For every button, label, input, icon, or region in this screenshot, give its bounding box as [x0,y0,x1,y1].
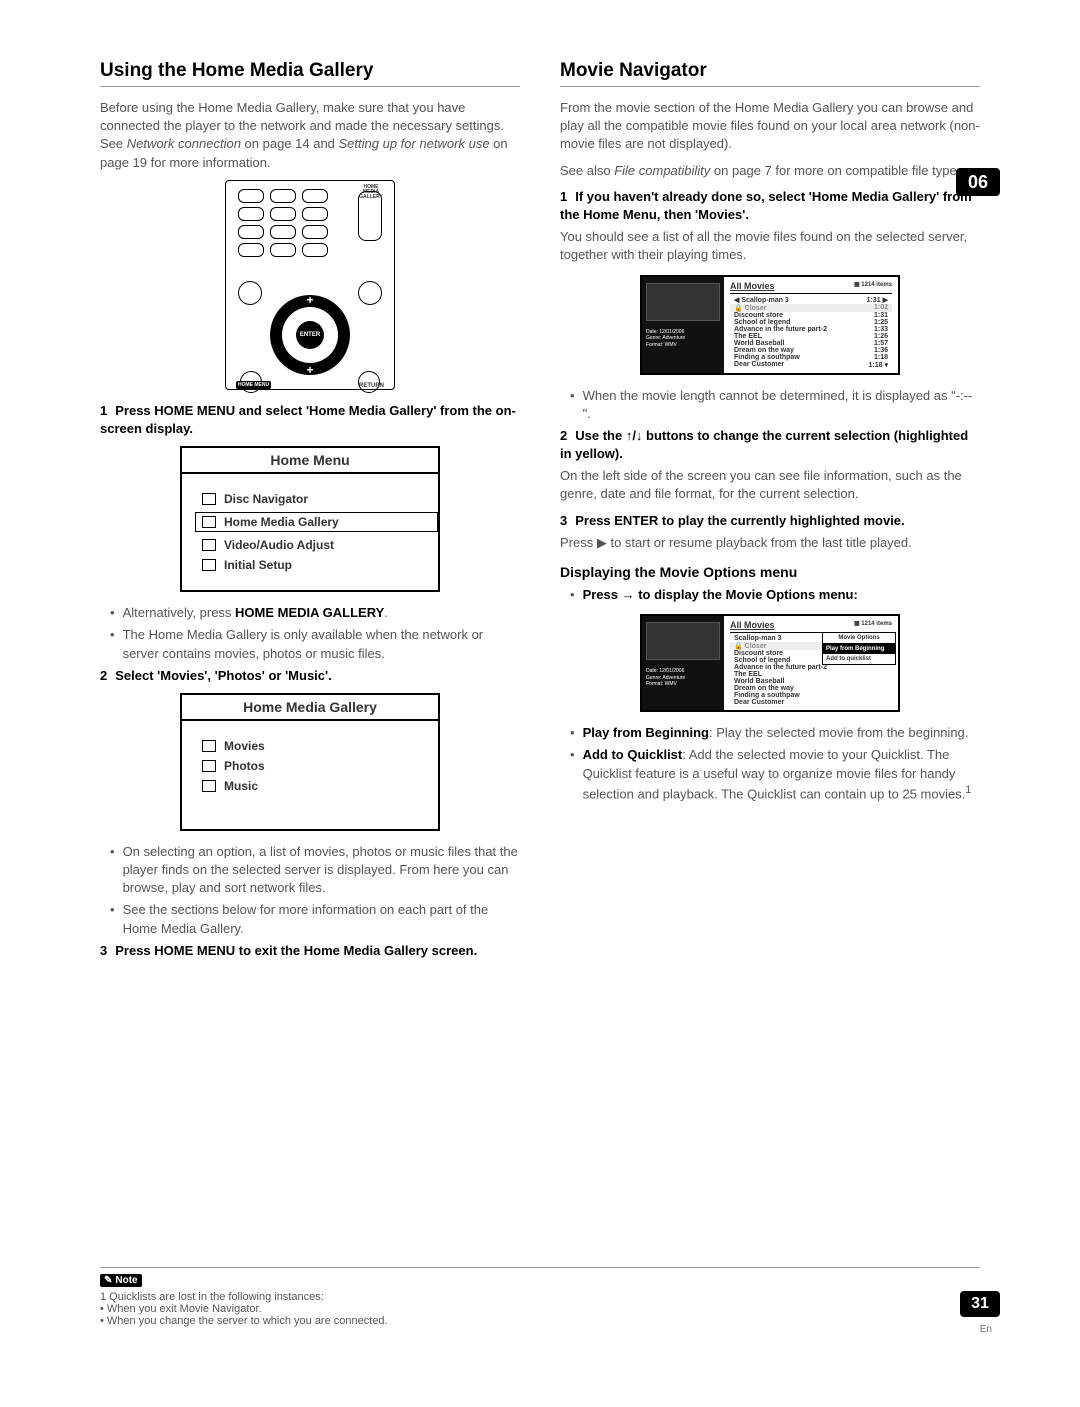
movie-row: 🔒 Closer1:02 [730,304,892,312]
movie-row: The EEL [730,671,892,678]
popup-play-beginning: Play from Beginning [823,644,895,654]
movie-row: Advance in the future part-2 [730,664,892,671]
menu-item-hmg: Home Media Gallery [195,512,438,532]
movie-options-popup: Movie Options Play from Beginning Add to… [822,632,896,665]
step-1: 1Press HOME MENU and select 'Home Media … [100,402,520,438]
heading-movie-nav: Movie Navigator [560,60,980,87]
menu-item-movies: Movies [202,739,418,753]
home-menu-title: Home Menu [182,448,438,474]
movie-list-screenshot-1: Date: 12/01/2006 Genre: Adventure Format… [640,275,900,375]
intro-text: Before using the Home Media Gallery, mak… [100,99,520,172]
footnote-item: • When you exit Movie Navigator. [100,1303,980,1315]
home-menu-box: Home Menu Disc Navigator Home Media Gall… [180,446,440,592]
note-label: Note [100,1274,142,1287]
bullet: Alternatively, press HOME MEDIA GALLERY. [110,604,520,622]
menu-item-initial-setup: Initial Setup [202,558,418,572]
bullet-play-beginning: Play from Beginning: Play the selected m… [570,724,980,742]
movie-row: School of legend1:25 [730,319,892,326]
r-step-2-desc: On the left side of the screen you can s… [560,467,980,503]
disc-icon [202,493,216,505]
hmg-menu-box: Home Media Gallery Movies Photos Music [180,693,440,831]
bullet: Press → to display the Movie Options men… [570,586,980,604]
remote-hmg-button [358,191,382,241]
menu-item-va-adjust: Video/Audio Adjust [202,538,418,552]
r-step-3-desc: Press ▶ to start or resume playback from… [560,534,980,552]
bullet-add-quicklist: Add to Quicklist: Add the selected movie… [570,746,980,803]
movie-row: Advance in the future part-21:33 [730,326,892,333]
r-step-1-desc: You should see a list of all the movie f… [560,228,980,264]
menu-item-music: Music [202,779,418,793]
step-2: 2Select 'Movies', 'Photos' or 'Music'. [100,667,520,685]
music-icon [202,780,216,792]
movie-row: Dream on the way1:36 [730,347,892,354]
movie-row: Finding a southpaw [730,692,892,699]
movie-row: Dream on the way [730,685,892,692]
see-also: See also File compatibility on page 7 fo… [560,162,980,180]
bullet: On selecting an option, a list of movies… [110,843,520,898]
setup-icon [202,559,216,571]
movie-row: World Baseball1:57 [730,340,892,347]
left-column: Using the Home Media Gallery Before usin… [100,60,520,968]
footnote-section: Note 1 Quicklists are lost in the follow… [100,1267,980,1327]
menu-item-photos: Photos [202,759,418,773]
sub-heading-options: Displaying the Movie Options menu [560,564,980,580]
r-step-3: 3Press ENTER to play the currently highl… [560,512,980,530]
adjust-icon [202,539,216,551]
movie-row: Discount store1:31 [730,312,892,319]
intro-text: From the movie section of the Home Media… [560,99,980,154]
movie-row: Finding a southpaw1:18 [730,354,892,361]
thumbnail [646,622,720,660]
footnote-item: • When you change the server to which yo… [100,1315,980,1327]
photos-icon [202,760,216,772]
popup-add-quicklist: Add to quicklist [823,654,895,664]
menu-item-disc-nav: Disc Navigator [202,492,418,506]
chapter-badge: 06 [956,168,1000,196]
step-3: 3Press HOME MENU to exit the Home Media … [100,942,520,960]
bullet: When the movie length cannot be determin… [570,387,980,423]
movie-row: World Baseball [730,678,892,685]
heading-using-hmg: Using the Home Media Gallery [100,60,520,87]
movie-list-screenshot-2: Date: 12/01/2006 Genre: Adventure Format… [640,614,900,712]
r-step-1: 1If you haven't already done so, select … [560,188,980,224]
movie-row: Dear Customer1:18 ▾ [730,361,892,369]
movie-row: ◀ Scallop-man 31:31 ▶ [730,296,892,304]
remote-enter-button: ENTER [296,321,324,349]
movie-row: Dear Customer [730,699,892,706]
footnote-1: 1 Quicklists are lost in the following i… [100,1291,980,1303]
movie-row: The EEL1:26 [730,333,892,340]
r-step-2: 2Use the ↑/↓ buttons to change the curre… [560,427,980,463]
right-column: Movie Navigator From the movie section o… [560,60,980,968]
remote-diagram: HOME MEDIA GALLERY + ENTER + HOME MENU R… [225,180,395,390]
movies-icon [202,740,216,752]
page-lang: En [980,1324,992,1335]
thumbnail [646,283,720,321]
gallery-icon [202,516,216,528]
bullet: See the sections below for more informat… [110,901,520,937]
bullet: The Home Media Gallery is only available… [110,626,520,662]
page-number-badge: 31 [960,1291,1000,1317]
hmg-menu-title: Home Media Gallery [182,695,438,721]
